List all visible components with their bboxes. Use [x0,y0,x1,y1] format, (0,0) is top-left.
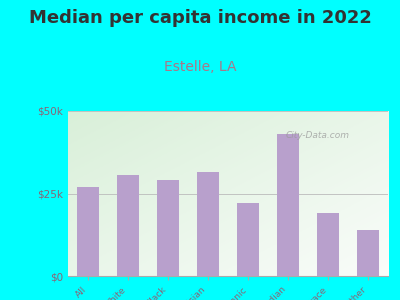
Bar [317,213,339,276]
Bar [117,175,139,276]
Bar [157,180,179,276]
Bar [197,172,219,276]
Bar [237,203,259,276]
Text: Estelle, LA: Estelle, LA [164,60,236,74]
Text: Median per capita income in 2022: Median per capita income in 2022 [28,9,372,27]
Bar [357,230,379,276]
Bar [77,187,99,276]
Bar [277,134,299,276]
Text: City-Data.com: City-Data.com [286,131,350,140]
